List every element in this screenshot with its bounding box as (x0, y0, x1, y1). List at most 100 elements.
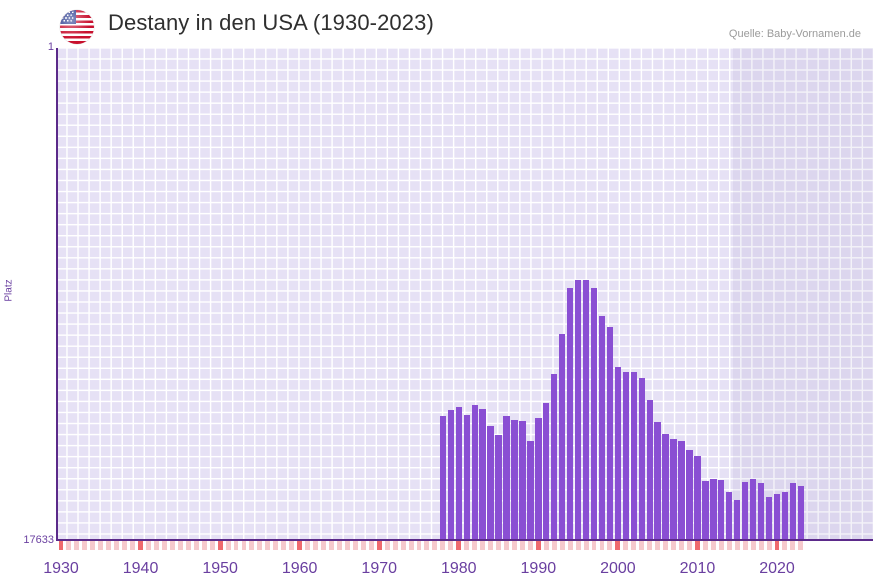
bar[interactable] (797, 486, 805, 540)
bar[interactable] (789, 483, 797, 540)
x-tick-mark-minor (74, 541, 80, 550)
y-axis-tick-bottom: 17633 (23, 534, 54, 546)
x-axis-tick-label: 2010 (679, 560, 716, 577)
x-tick-mark-minor (177, 541, 183, 550)
source-attribution: Quelle: Baby-Vornamen.de (728, 28, 861, 40)
bar[interactable] (559, 334, 566, 540)
bar[interactable] (527, 440, 534, 540)
x-tick-mark-minor (360, 541, 366, 550)
x-tick-mark-minor (98, 541, 104, 550)
x-tick-mark-minor (559, 541, 565, 550)
x-tick-mark-minor (249, 541, 255, 550)
bar[interactable] (606, 327, 614, 540)
x-tick-mark-minor (305, 541, 311, 550)
bar[interactable] (582, 279, 590, 540)
shaded-recent-region (733, 48, 873, 540)
bar[interactable] (702, 481, 709, 540)
bar[interactable] (614, 367, 622, 540)
x-tick-mark-minor (464, 541, 470, 550)
x-axis-tick-label: 1960 (281, 560, 318, 577)
flag-stars (61, 11, 75, 23)
x-tick-mark-minor (289, 541, 295, 550)
bar[interactable] (781, 491, 789, 540)
x-tick-mark-minor (480, 541, 486, 550)
bar[interactable] (694, 455, 701, 540)
bar[interactable] (479, 408, 486, 540)
bar[interactable] (773, 494, 781, 540)
x-tick-mark-minor (392, 541, 398, 550)
bar[interactable] (598, 316, 606, 540)
bar[interactable] (447, 409, 454, 540)
x-axis-tick-label: 1980 (440, 560, 477, 577)
bar[interactable] (463, 414, 470, 540)
x-tick-mark-minor (647, 541, 653, 550)
page-title: Destany in den USA (1930-2023) (108, 10, 434, 35)
x-tick-mark-major (297, 541, 303, 550)
bar[interactable] (551, 374, 558, 540)
bar[interactable] (487, 425, 494, 540)
bar[interactable] (519, 421, 526, 540)
bar[interactable] (710, 478, 717, 540)
bar[interactable] (543, 403, 550, 540)
bar[interactable] (765, 497, 773, 540)
bar[interactable] (734, 500, 741, 540)
x-tick-mark-minor (782, 541, 788, 550)
bar[interactable] (741, 482, 749, 540)
x-tick-mark-minor (607, 541, 613, 550)
x-tick-mark-minor (257, 541, 263, 550)
bar[interactable] (439, 416, 447, 540)
bar[interactable] (455, 407, 462, 540)
x-tick-mark-minor (718, 541, 724, 550)
x-axis-tick-label: 2020 (759, 560, 795, 577)
bar[interactable] (574, 280, 582, 540)
bar[interactable] (686, 450, 693, 540)
x-tick-mark-minor (512, 541, 517, 550)
y-axis-title: Platz (3, 279, 15, 302)
x-tick-mark-minor (329, 541, 334, 550)
bar[interactable] (630, 372, 637, 540)
x-tick-mark-minor (313, 541, 319, 550)
bar[interactable] (503, 416, 510, 540)
x-tick-mark-minor (639, 541, 645, 550)
bar[interactable] (678, 440, 685, 540)
x-tick-mark-minor (583, 541, 589, 550)
x-tick-mark-minor (448, 541, 454, 550)
x-axis-tick-label: 1950 (202, 560, 238, 577)
bar[interactable] (511, 419, 518, 540)
bar[interactable] (757, 483, 765, 540)
bar[interactable] (590, 287, 598, 540)
x-tick-mark-minor (209, 541, 215, 550)
bar[interactable] (749, 479, 757, 540)
x-tick-mark-minor (193, 541, 199, 550)
bar[interactable] (566, 287, 574, 540)
bar[interactable] (495, 435, 502, 540)
bar[interactable] (662, 433, 669, 540)
x-tick-mark-minor (233, 541, 239, 550)
bar[interactable] (726, 491, 733, 540)
x-tick-mark-minor (663, 541, 669, 550)
x-tick-mark-minor (241, 541, 247, 550)
bar[interactable] (646, 399, 653, 540)
x-tick-mark-minor (655, 541, 661, 550)
x-tick-mark-major (774, 541, 780, 550)
x-tick-mark-minor (687, 541, 692, 550)
x-axis-tick-label: 1930 (43, 560, 79, 577)
x-tick-mark-minor (265, 541, 271, 550)
bar[interactable] (535, 417, 542, 540)
x-tick-mark-major (456, 541, 462, 550)
x-axis-line (56, 539, 873, 541)
x-tick-mark-minor (504, 541, 509, 550)
bar[interactable] (471, 405, 478, 540)
bar[interactable] (622, 372, 630, 540)
x-tick-mark-minor (488, 541, 494, 550)
bar[interactable] (654, 421, 661, 540)
x-tick-mark-minor (440, 541, 446, 550)
bar[interactable] (718, 480, 725, 540)
bar[interactable] (638, 377, 645, 540)
x-tick-mark-minor (575, 541, 581, 550)
x-tick-mark-minor (321, 541, 326, 550)
x-tick-mark-minor (416, 541, 422, 550)
x-tick-mark-minor (679, 541, 684, 550)
bar[interactable] (670, 439, 677, 540)
x-tick-mark-minor (154, 541, 159, 550)
